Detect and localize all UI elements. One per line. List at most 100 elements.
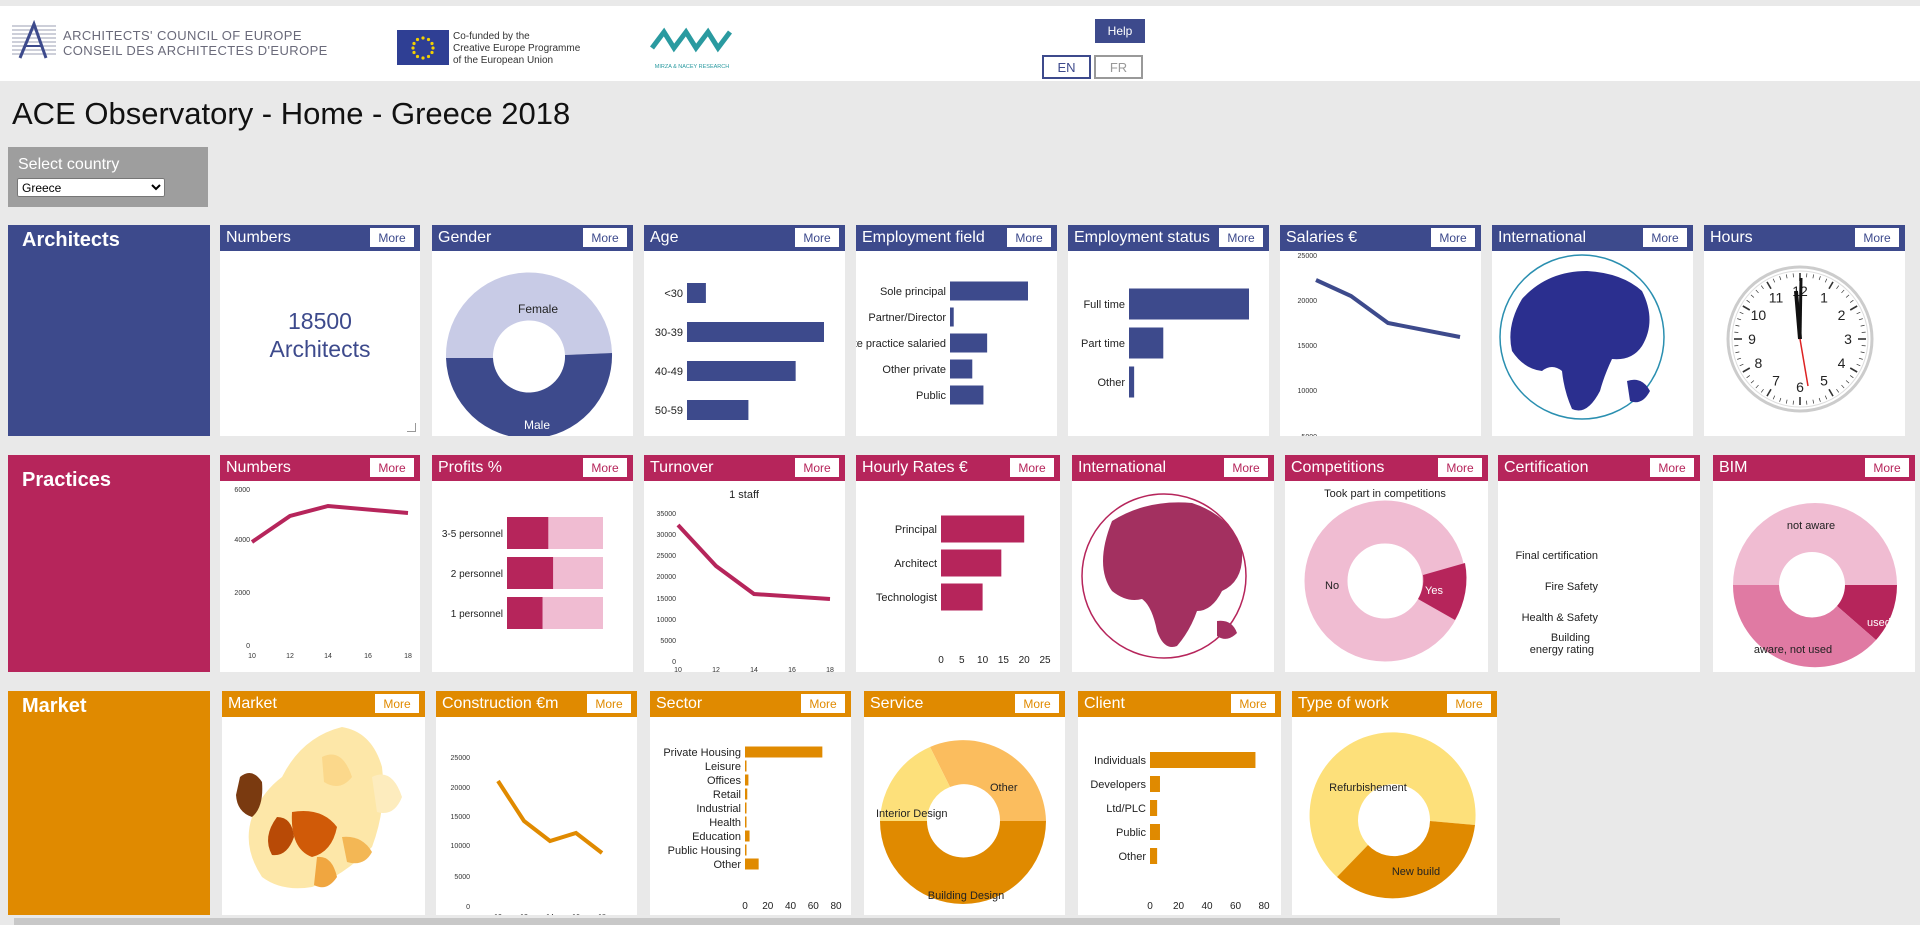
donut-slice-new-build (1337, 821, 1475, 899)
donut-label: Building Design (928, 890, 1004, 902)
bar (950, 281, 1028, 301)
category-label: Individuals (1094, 755, 1146, 767)
y-tick: 20000 (451, 785, 471, 792)
more-button[interactable]: More (1650, 458, 1694, 477)
category-label: Sole principal (880, 286, 946, 298)
y-tick: 5000 (660, 638, 676, 645)
tile-title: Competitions (1291, 459, 1385, 476)
tile-title: BIM (1719, 459, 1748, 476)
tile-title: Age (650, 229, 679, 246)
more-button[interactable]: More (1231, 694, 1275, 713)
clock-tick (1750, 380, 1755, 384)
bar (687, 322, 824, 342)
y-tick: 6000 (234, 487, 250, 494)
gender-donut-chart: Female Male (445, 272, 613, 436)
bar (1150, 752, 1256, 768)
clock-tick (1739, 311, 1744, 315)
x-tick: 20 (1173, 901, 1185, 912)
section-market-label: Market (22, 695, 87, 717)
help-button[interactable]: Help (1095, 19, 1145, 43)
more-button[interactable]: More (801, 694, 845, 713)
tile-body: Sole principal Partner/Director Private pr… (856, 251, 1057, 436)
y-tick: 15000 (657, 596, 677, 603)
category-label: Principal (895, 524, 937, 536)
more-button[interactable]: More (795, 228, 839, 247)
more-button[interactable]: More (587, 694, 631, 713)
country-select[interactable]: Greece (17, 178, 165, 197)
tile-body: Other Interior Design Building Design (864, 717, 1065, 915)
x-tick: 20 (762, 901, 774, 912)
more-button[interactable]: More (1431, 228, 1475, 247)
more-button[interactable]: More (1865, 458, 1909, 477)
clock-tick (1785, 274, 1788, 279)
x-tick: 25 (1039, 655, 1051, 666)
clock-tick (1772, 395, 1776, 400)
tile-market-construction: Construction €m More 25000 20000 15000 1… (436, 691, 637, 915)
more-button[interactable]: More (1447, 694, 1491, 713)
bar (745, 830, 750, 842)
sector-bar-chart: Private Housing Leisure Offices Retail Indus… (663, 746, 842, 912)
tile-practices-international: International More (1072, 455, 1274, 672)
more-button[interactable]: More (370, 228, 414, 247)
more-button[interactable]: More (1438, 458, 1482, 477)
more-button[interactable]: More (375, 694, 419, 713)
tile-title: Sector (656, 695, 703, 712)
tile-header: Numbers More (220, 455, 420, 481)
category-label: Other (1097, 377, 1125, 389)
more-button[interactable]: More (583, 458, 627, 477)
clock-tick (1750, 294, 1755, 298)
lang-fr-button[interactable]: FR (1094, 55, 1143, 79)
more-button[interactable]: More (1010, 458, 1054, 477)
page-title: ACE Observatory - Home - Greece 2018 (12, 96, 571, 131)
bar (745, 858, 759, 870)
tile-title: Numbers (226, 229, 291, 246)
more-button[interactable]: More (583, 228, 627, 247)
clock-tick (1836, 285, 1840, 290)
clock-tick (1742, 367, 1751, 373)
more-button[interactable]: More (1224, 458, 1268, 477)
tile-body: 3-5 personnel 2 personnel 1 personnel (432, 481, 633, 672)
category-label: Public Housing (668, 845, 741, 857)
y-tick: 10000 (451, 843, 471, 850)
category-label: Private practice salaried (856, 338, 946, 350)
resize-grip-icon[interactable] (407, 423, 416, 432)
globe-icon (1499, 254, 1665, 420)
category-label: Part time (1081, 338, 1125, 350)
tile-practices-bim: BIM More not aware used aware, not used (1713, 455, 1915, 672)
tile-header: Sector More (650, 691, 851, 717)
more-button[interactable]: More (795, 458, 839, 477)
tile-body: Full time Part time Other (1068, 251, 1269, 436)
competitions-donut-chart: Took part in competitions No Yes (1304, 488, 1467, 662)
tile-body: 1 staff 35000 30000 25000 20000 15000 10… (644, 481, 845, 672)
certification-chart: Final certification Fire Safety Health &… (1515, 550, 1598, 656)
more-button[interactable]: More (370, 458, 414, 477)
donut-slice-yes (1418, 563, 1467, 620)
tile-architects-international: International More (1492, 225, 1693, 436)
tile-body: 6000 4000 2000 0 10 12 14 16 18 (220, 481, 420, 672)
country-select-label: Select country (18, 156, 120, 173)
tile-title: Employment field (862, 229, 985, 246)
x-tick: 60 (808, 901, 820, 912)
more-button[interactable]: More (1855, 228, 1899, 247)
clock-tick (1735, 351, 1740, 354)
lang-en-button[interactable]: EN (1042, 55, 1091, 79)
clock-number: 6 (1796, 379, 1804, 395)
y-tick: 20000 (1298, 298, 1318, 305)
horizontal-scrollbar[interactable] (14, 918, 1560, 925)
tile-header: Turnover More (644, 455, 845, 481)
more-button[interactable]: More (1219, 228, 1263, 247)
more-button[interactable]: More (1015, 694, 1059, 713)
category-label: Other (1118, 851, 1146, 863)
more-button[interactable]: More (1643, 228, 1687, 247)
category-label: Education (692, 831, 741, 843)
bar (745, 788, 748, 800)
clock-tick (1746, 299, 1751, 303)
x-tick: 0 (938, 655, 944, 666)
tile-body (1072, 481, 1274, 672)
tile-body: 18500 Architects (220, 251, 420, 436)
more-button[interactable]: More (1007, 228, 1051, 247)
header-bar: ARCHITECTS' COUNCIL OF EUROPE CONSEIL DE… (0, 6, 1920, 81)
clock-tick (1766, 281, 1772, 290)
eu-text-line: Creative Europe Programme (453, 43, 581, 54)
